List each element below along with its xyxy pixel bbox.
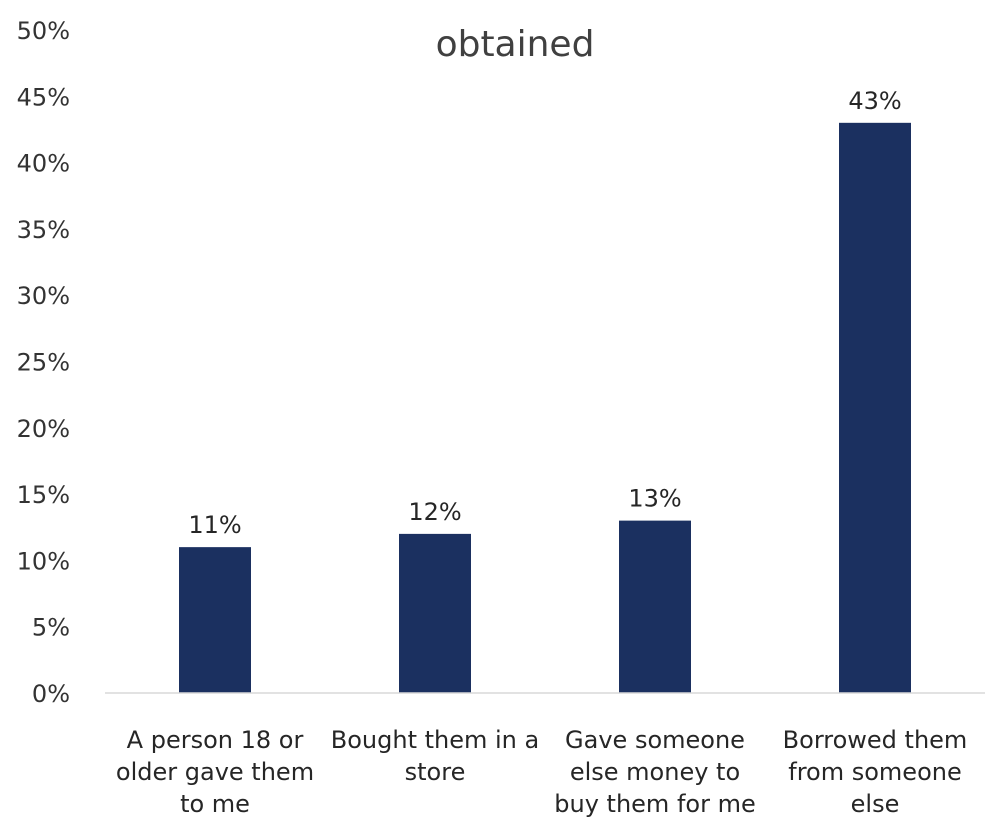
x-category-label-line: else <box>851 790 900 818</box>
x-category-label-line: Bought them in a <box>331 726 539 754</box>
x-category-label: Gave someone else money to buy them for me <box>554 726 755 818</box>
bar-data-label: 43% <box>848 87 901 115</box>
bar <box>179 547 251 693</box>
y-axis: 0% 5% 10% 15% 20% 25% 30% 35% 40% 45% 50% <box>17 17 70 708</box>
y-tick-label: 45% <box>17 83 70 111</box>
bar <box>839 122 911 693</box>
bar-data-label: 12% <box>408 498 461 526</box>
bar-data-label: 13% <box>628 485 681 513</box>
x-category-label-line: A person 18 or <box>127 726 304 754</box>
y-tick-label: 10% <box>17 547 70 575</box>
x-category-label-line: Borrowed them <box>783 726 968 754</box>
x-category-label-line: to me <box>180 790 250 818</box>
bar <box>399 533 471 693</box>
data-labels: 11% 12% 13% 43% <box>188 87 901 539</box>
bar <box>619 520 691 693</box>
y-tick-label: 5% <box>32 614 70 642</box>
y-tick-label: 35% <box>17 216 70 244</box>
y-tick-label: 20% <box>17 415 70 443</box>
x-category-label-line: Gave someone <box>565 726 745 754</box>
y-tick-label: 0% <box>32 680 70 708</box>
bars <box>179 122 911 693</box>
y-tick-label: 25% <box>17 349 70 377</box>
x-category-label: A person 18 or older gave them to me <box>116 726 314 818</box>
y-tick-label: 30% <box>17 282 70 310</box>
x-category-label: Bought them in a store <box>331 726 539 786</box>
x-axis-categories: A person 18 or older gave them to me Bought… <box>116 726 967 818</box>
y-tick-label: 40% <box>17 150 70 178</box>
x-category-label-line: buy them for me <box>554 790 755 818</box>
chart-title-line: obtained <box>436 24 595 65</box>
x-category-label-line: else money to <box>570 758 740 786</box>
y-tick-label: 15% <box>17 481 70 509</box>
x-category-label: Borrowed them from someone else <box>783 726 968 818</box>
y-tick-label: 50% <box>17 17 70 45</box>
x-category-label-line: from someone <box>788 758 961 786</box>
x-category-label-line: older gave them <box>116 758 314 786</box>
bar-data-label: 11% <box>188 511 241 539</box>
x-category-label-line: store <box>405 758 466 786</box>
chart-title: obtained <box>436 24 595 65</box>
